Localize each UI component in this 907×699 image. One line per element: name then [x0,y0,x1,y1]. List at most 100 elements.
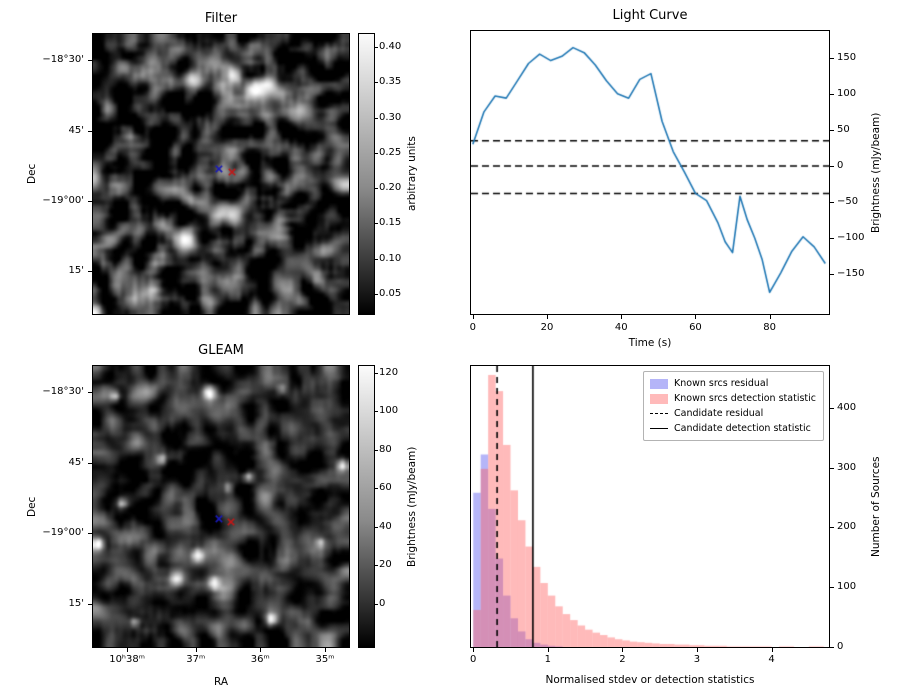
light-curve-canvas [471,31,829,314]
tick-mark [771,648,773,652]
tick-mark [375,372,378,374]
legend-label: Candidate detection statistic [674,423,811,434]
tick-mark [375,488,378,490]
tick-mark [375,603,378,605]
tick-mark [830,93,834,95]
tick-mark [88,533,92,535]
gleam-image [93,366,349,647]
filter-plot-area [92,33,350,315]
light-curve-xlabel: Time (s) [628,337,672,349]
tick-mark [375,117,378,119]
colorbar-tick-label: 20 [379,559,392,571]
colorbar-tick-label: 40 [379,520,392,532]
tick-mark [88,603,92,605]
legend-line-swatch [650,413,668,414]
tick-mark [830,57,834,59]
legend-label: Known srcs detection statistic [674,393,816,404]
tick-mark [472,315,474,319]
histogram-legend: Known srcs residual Known srcs detection … [643,371,824,441]
tick-mark [830,587,834,589]
brightness-tick-label: 150 [837,51,857,63]
tick-mark [324,648,326,652]
tick-mark [830,527,834,529]
sources-tick-label: 300 [837,461,857,473]
tick-mark [375,152,378,154]
tick-mark [622,648,624,652]
ra-tick-label: 10ʰ38ᵐ [109,654,145,665]
colorbar-tick-label: 0.30 [379,111,402,123]
brightness-tick-label: 100 [837,87,857,99]
colorbar-tick-label: 0 [379,597,386,609]
tick-mark [375,47,378,49]
light-curve-plot-area [470,30,830,315]
time-tick-label: 60 [689,322,702,333]
brightness-tick-label: −150 [837,268,865,280]
brightness-tick-label: 50 [837,123,850,135]
tick-mark [375,188,378,190]
legend-line-swatch [650,428,668,429]
tick-mark [375,82,378,84]
ra-tick-label: 35ᵐ [315,654,335,665]
filter-title: Filter [204,11,238,26]
brightness-tick-label: 0 [837,160,844,171]
light-curve-title: Light Curve [612,8,688,23]
tick-mark [88,60,92,62]
tick-mark [375,293,378,295]
tick-mark [88,392,92,394]
tick-mark [830,238,834,240]
legend-item: Known srcs residual [650,376,816,391]
colorbar-tick-label: 100 [379,405,399,417]
tick-mark [547,648,549,652]
dec-tick-label: −19°00' [42,194,84,206]
sources-tick-label: 400 [837,401,857,413]
dec-tick-label: 45' [68,124,84,136]
colorbar-tick-label: 0.35 [379,76,402,88]
tick-mark [695,315,697,319]
colorbar-tick-label: 0.20 [379,182,402,194]
filter-colorbar [358,33,375,315]
tick-mark [621,315,623,319]
legend-item: Candidate detection statistic [650,421,816,436]
tick-mark [260,648,262,652]
stdev-tick-label: 3 [693,654,701,665]
legend-label: Candidate residual [674,408,764,419]
colorbar-tick-label: 0.10 [379,252,402,264]
tick-mark [375,223,378,225]
tick-mark [375,565,378,567]
colorbar-tick-label: 80 [379,443,392,455]
colorbar-tick-label: 0.25 [379,146,402,158]
brightness-tick-label: −50 [837,196,859,208]
histogram-plot-area: Known srcs residual Known srcs detection … [470,365,830,648]
tick-mark [830,166,834,167]
tick-mark [830,274,834,276]
time-tick-label: 40 [614,322,628,333]
colorbar-tick-label: 60 [379,482,392,494]
stdev-tick-label: 2 [619,654,626,665]
sources-tick-label: 0 [837,641,844,652]
tick-mark [375,411,378,413]
colorbar-tick-label: 0.40 [379,41,402,53]
brightness-tick-label: −100 [837,232,865,244]
gleam-colorbar [358,365,375,648]
tick-mark [88,463,92,465]
ra-tick-label: 37ᵐ [186,654,206,665]
dec-tick-label: 15' [68,597,84,609]
tick-mark [830,129,834,131]
tick-mark [88,130,92,132]
stdev-tick-label: 0 [470,654,477,665]
tick-mark [195,648,197,652]
histogram-xlabel: Normalised stdev or detection statistics [545,674,755,686]
tick-mark [696,648,698,652]
gleam-plot-area [92,365,350,648]
dec-tick-label: −18°30' [42,54,84,66]
tick-mark [127,648,129,652]
colorbar-tick-label: 0.05 [379,287,402,299]
sources-tick-label: 200 [837,521,857,533]
tick-mark [375,449,378,451]
legend-patch-swatch [650,378,668,389]
tick-mark [830,407,834,409]
time-tick-label: 20 [540,322,554,333]
tick-mark [547,315,549,319]
legend-item: Candidate residual [650,406,816,421]
